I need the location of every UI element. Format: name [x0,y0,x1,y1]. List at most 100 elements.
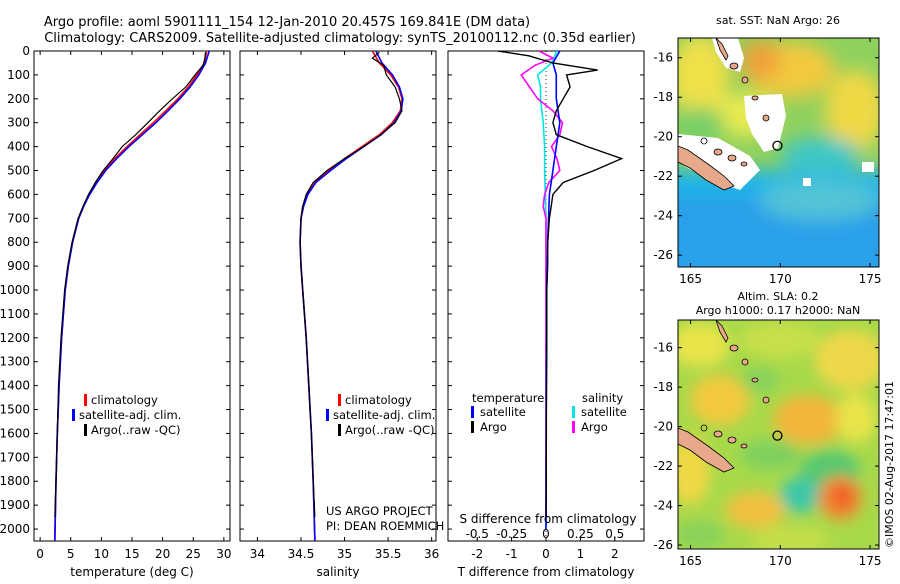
temperature-axes: 0 5 10 15 20 25 30 temperature (deg C) 0 100 200 30… [0,44,232,579]
lat-tick-label: -26 [653,248,673,262]
sla-map-subtitle: Argo h1000: 0.17 h2000: NaN [696,304,861,317]
imos-timestamp: ©IMOS 02-Aug-2017 17:47:01 [883,381,896,548]
sst-field-blobs [678,38,879,267]
legend-swatch-temperature-argo [471,421,474,433]
legend-label-climatology: climatology [345,393,412,407]
legend-label-salinity-argo: Argo [581,420,608,434]
sst-map-axes: 165 170 175 -16 -18 -20 -22 -24 -26 [653,38,881,286]
salinity-climatology-line [299,51,403,541]
lat-tick-label: -18 [653,90,673,104]
lat-tick-label: -24 [653,499,673,513]
legend-label-climatology: climatology [91,393,158,407]
depth-tick-label: 400 [7,140,30,154]
temperature-argo-line [54,52,207,518]
lon-tick-label: 165 [679,554,702,568]
sst-map-frame [677,37,880,268]
depth-tick-label: 1000 [0,283,30,297]
reef-outline [700,424,708,432]
legend-swatch-argo [338,424,341,436]
salinity-argo-line [299,51,403,518]
reef-outline [700,137,708,145]
depth-tick-label: 500 [7,164,30,178]
legend-head-temperature: temperature [472,391,544,405]
lat-tick-label: -18 [653,380,673,394]
lon-tick-label: 175 [859,554,882,568]
lat-tick-label: -24 [653,209,673,223]
temperature-panel-frame [33,50,231,542]
salinity-satellite-line [299,51,404,541]
x-tick-label: 10 [94,547,109,561]
sst-nan-west [678,134,760,190]
salinity-legend: climatology satellite-adj. clim. Argo(..… [326,393,435,437]
temperature-satellite-line [54,51,210,541]
x-tick-label: 0 [36,547,44,561]
argo-float-location-marker [772,140,783,151]
island [751,377,759,383]
legend-label-satellite: satellite-adj. clim. [79,408,181,422]
x-tick-label: 15 [124,547,139,561]
legend-head-salinity: salinity [582,391,623,405]
legend-swatch-temperature-satellite [471,406,474,418]
island [762,396,770,404]
project-credit: US ARGO PROJECT [326,504,434,518]
lon-tick-label: 165 [679,272,702,286]
depth-tick-label: 1700 [0,450,30,464]
s-tick-label: 0.5 [605,527,624,541]
salinity-axes: 34 34.5 35 35.5 36 salinity [240,50,439,579]
x-tick-label: 30 [216,547,231,561]
island [729,62,739,70]
salinity-argo-diff-line [520,51,564,518]
sla-map-axes: 165 170 175 -16 -18 -20 -22 -24 -26 [653,320,881,568]
loyalty-island [713,148,723,156]
depth-tick-label: 200 [7,92,30,106]
island [762,114,770,122]
depth-tick-label: 800 [7,235,30,249]
salinity-plot-area [299,51,404,541]
loyalty-island [740,443,748,449]
s-tick-label: 0 [542,527,550,541]
depth-tick-label: 1400 [0,379,30,393]
x-tick-label: 25 [186,547,201,561]
sst-nan-loyalty [744,94,786,152]
lon-tick-label: 175 [859,272,882,286]
vanuatu-land [715,320,729,343]
depth-tick-label: 1200 [0,331,30,345]
x-axis-label: temperature (deg C) [70,565,193,579]
figure-title-line1: Argo profile: aoml 5901111_154 12-Jan-20… [44,15,530,30]
depth-tick-label: 1800 [0,474,30,488]
vanuatu-land [715,38,729,61]
sst-nan-east2 [803,178,811,186]
legend-swatch-salinity-argo [572,421,575,433]
legend-swatch-salinity-satellite [572,406,575,418]
legend-label-satellite: satellite-adj. clim. [333,408,435,422]
lon-tick-label: 170 [769,554,792,568]
new-caledonia-land [678,145,735,191]
x-tick-label: 5 [67,547,75,561]
x-tick-label: -2 [471,547,483,561]
x-tick-label: 35 [337,547,352,561]
x-tick-label: -1 [506,547,518,561]
figure-title-line2: Climatology: CARS2009. Satellite-adjuste… [44,31,636,46]
new-caledonia-land [678,427,735,473]
difference-axes: -2 -1 0 1 2 -0.5 -0.25 0 0.25 0.5 T difference fro… [448,50,644,579]
difference-plot-area [497,51,624,541]
x-tick-label: 35.5 [375,547,402,561]
s-difference-label: S difference from climatology [460,512,637,526]
depth-tick-label: 1600 [0,426,30,440]
s-tick-label: -0.5 [466,527,489,541]
sla-map-frame [677,319,880,550]
sla-field-blobs [678,322,879,549]
island [741,76,749,84]
legend-swatch-satellite [326,409,329,421]
depth-tick-label: 1100 [0,307,30,321]
lat-tick-label: -16 [653,51,673,65]
depth-tick-label: 1900 [0,498,30,512]
depth-tick-label: 900 [7,259,30,273]
sst-map [678,38,879,267]
legend-swatch-climatology [84,394,87,406]
loyalty-island [727,436,737,444]
depth-tick-label: 0 [22,44,30,58]
argo-float-location-marker [772,430,783,441]
temperature-plot-area [54,51,210,541]
